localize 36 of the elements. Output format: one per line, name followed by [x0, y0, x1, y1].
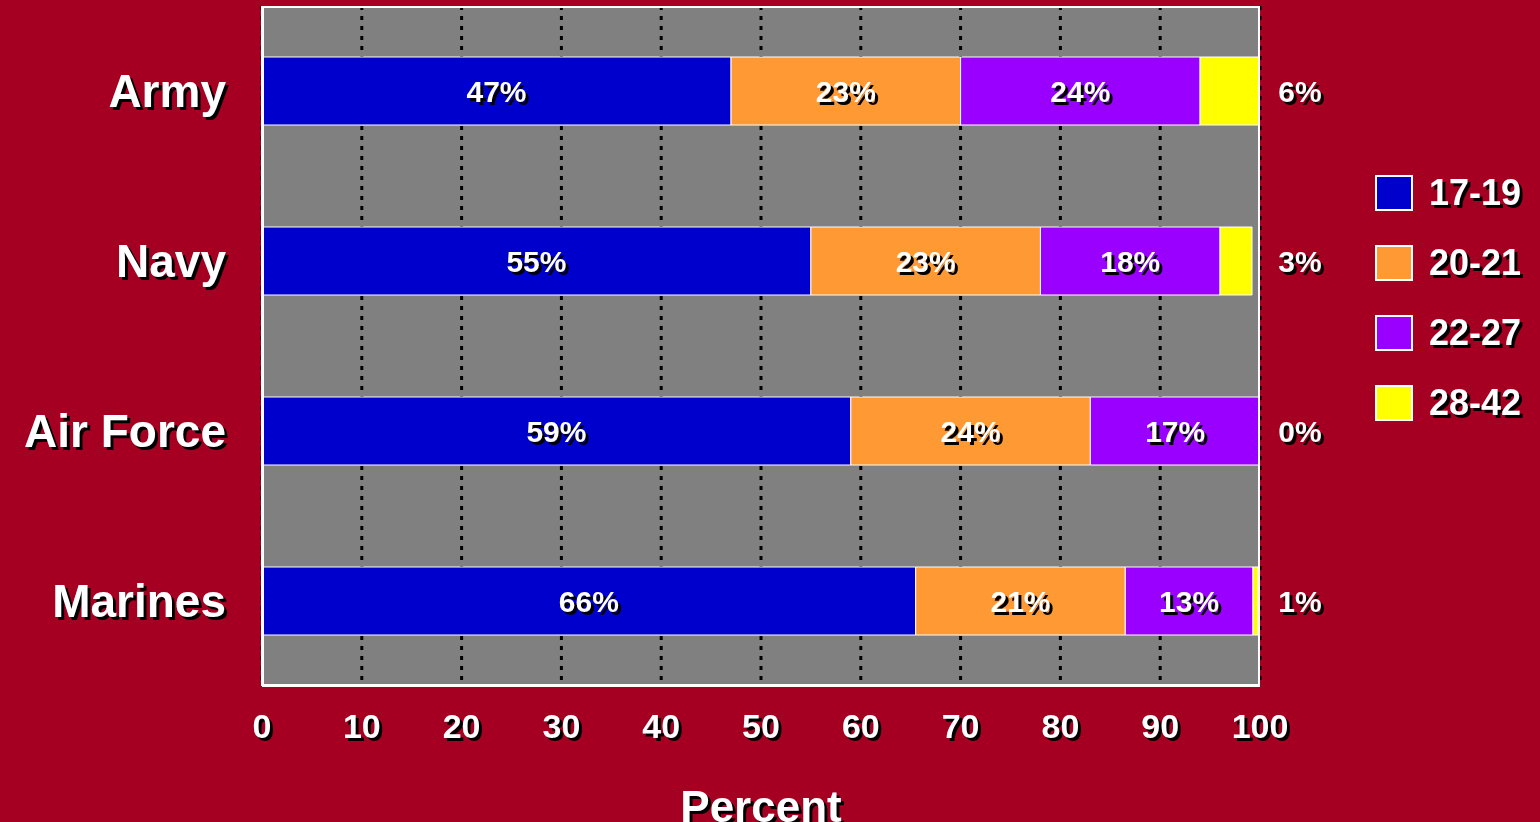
x-tick-label: 0: [252, 707, 272, 746]
y-tick-label: Air Force: [24, 405, 226, 458]
x-tick-label: 30: [542, 707, 581, 746]
data-label: 23%: [895, 244, 956, 278]
x-tick-label: 90: [1141, 707, 1180, 746]
data-label: 0%: [1278, 414, 1322, 448]
x-tick-label: 60: [841, 707, 880, 746]
data-label: 47%: [466, 74, 527, 108]
y-tick-label: Army: [108, 65, 227, 118]
x-tick-label: 40: [642, 707, 681, 746]
legend-label: 20-21: [1429, 242, 1522, 284]
y-tick-label: Marines: [52, 575, 226, 628]
data-label: 3%: [1278, 244, 1322, 278]
x-axis-title: Percent: [680, 782, 843, 822]
x-tick-label: 20: [442, 707, 481, 746]
data-label: 55%: [506, 244, 567, 278]
y-tick-label: Navy: [116, 235, 227, 288]
data-label: 13%: [1159, 584, 1220, 618]
legend-label: 22-27: [1429, 312, 1522, 354]
legend-label: 28-42: [1429, 382, 1522, 424]
data-label: 6%: [1278, 74, 1322, 108]
x-tick-label: 100: [1231, 707, 1289, 746]
legend-label: 17-19: [1429, 172, 1522, 214]
data-label: 24%: [1050, 74, 1111, 108]
x-tick-label: 50: [742, 707, 780, 746]
data-label: 17%: [1145, 414, 1206, 448]
data-label: 66%: [558, 584, 619, 618]
x-tick-label: 70: [941, 707, 980, 746]
data-label: 18%: [1100, 244, 1161, 278]
data-label: 1%: [1278, 584, 1322, 618]
data-label: 21%: [990, 584, 1051, 618]
x-tick-label: 80: [1041, 707, 1080, 746]
data-label: 59%: [526, 414, 587, 448]
x-tick-label: 10: [342, 707, 381, 746]
data-label: 23%: [815, 74, 876, 108]
data-label: 24%: [940, 414, 1001, 448]
